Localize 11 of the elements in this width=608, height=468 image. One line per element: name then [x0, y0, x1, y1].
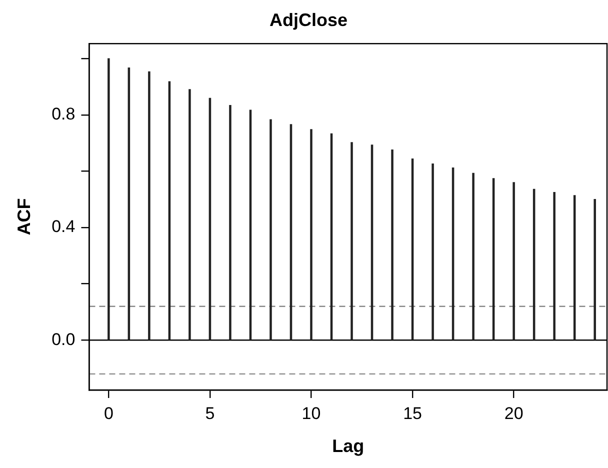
x-tick-label: 15 [403, 404, 422, 423]
chart-title: AdjClose [269, 10, 348, 30]
y-tick-label: 0.8 [52, 104, 76, 124]
x-tick-label: 5 [205, 404, 215, 423]
x-tick-label: 20 [504, 404, 524, 423]
x-tick-label: 0 [104, 404, 114, 423]
y-axis-title: ACF [14, 198, 34, 236]
y-tick-label: 0.4 [52, 217, 76, 236]
x-tick-label: 10 [302, 404, 321, 423]
y-tick-label: 0.0 [52, 330, 76, 349]
x-axis-title: Lag [332, 436, 364, 456]
